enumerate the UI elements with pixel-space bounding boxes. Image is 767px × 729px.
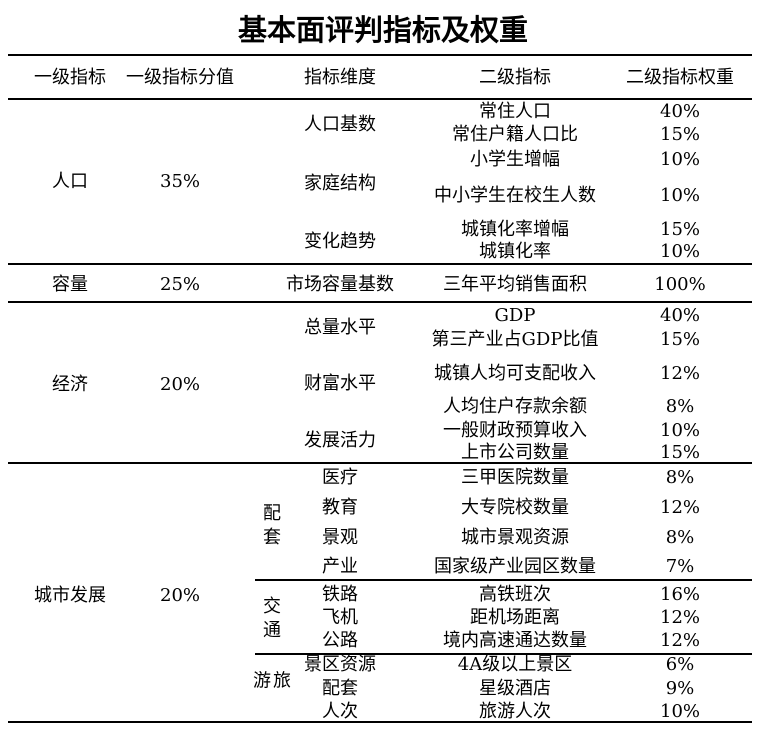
indicator-dimension: 总量水平 xyxy=(304,317,376,338)
secondary-weight: 12% xyxy=(659,497,701,518)
indicator-dimension: 飞机 xyxy=(322,607,358,628)
table-rule xyxy=(255,653,752,655)
primary-indicator: 容量 xyxy=(52,274,88,295)
indicator-dimension: 人次 xyxy=(322,701,358,722)
secondary-weight: 15% xyxy=(659,442,701,463)
secondary-indicator: 三甲医院数量 xyxy=(461,467,569,488)
secondary-weight: 15% xyxy=(659,124,701,145)
primary-score: 20% xyxy=(159,585,201,606)
secondary-weight: 8% xyxy=(665,527,695,548)
indicator-dimension: 产业 xyxy=(322,556,358,577)
secondary-weight: 10% xyxy=(659,701,701,722)
indicator-dimension: 财富水平 xyxy=(304,373,376,394)
indicator-dimension: 公路 xyxy=(322,630,358,651)
secondary-indicator: 城镇化率增幅 xyxy=(461,219,569,240)
column-header: 一级指标分值 xyxy=(126,67,234,88)
primary-score: 20% xyxy=(159,374,201,395)
table-rule xyxy=(8,54,752,56)
secondary-weight: 12% xyxy=(659,630,701,651)
secondary-indicator: 一般财政预算收入 xyxy=(443,420,587,441)
secondary-indicator: 常住人口 xyxy=(479,101,551,122)
table-rule xyxy=(8,462,752,464)
secondary-indicator: 境内高速通达数量 xyxy=(443,630,587,651)
secondary-weight: 40% xyxy=(659,101,701,122)
secondary-indicator: 距机场距离 xyxy=(470,607,560,628)
secondary-indicator: 三年平均销售面积 xyxy=(443,274,587,295)
indicator-dimension: 市场容量基数 xyxy=(286,274,394,295)
secondary-weight: 8% xyxy=(665,467,695,488)
table-rule xyxy=(255,579,752,581)
indicator-dimension: 景观 xyxy=(322,527,358,548)
secondary-weight: 9% xyxy=(665,678,695,699)
secondary-weight: 100% xyxy=(654,274,706,295)
indicator-dimension: 家庭结构 xyxy=(304,173,376,194)
indicator-dimension: 配套 xyxy=(322,678,358,699)
secondary-weight: 15% xyxy=(659,219,701,240)
secondary-indicator: 第三产业占GDP比值 xyxy=(431,329,599,350)
secondary-weight: 12% xyxy=(659,363,701,384)
secondary-indicator: 中小学生在校生人数 xyxy=(434,185,596,206)
group-label: 配套 xyxy=(260,503,281,551)
table-rule xyxy=(8,98,752,100)
secondary-indicator: 城镇人均可支配收入 xyxy=(434,363,596,384)
table-title: 基本面评判指标及权重 xyxy=(237,13,529,47)
indicator-dimension: 变化趋势 xyxy=(304,231,376,252)
secondary-weight: 15% xyxy=(659,329,701,350)
secondary-indicator: 大专院校数量 xyxy=(461,497,569,518)
indicator-dimension: 铁路 xyxy=(322,584,358,605)
secondary-weight: 12% xyxy=(659,607,701,628)
group-label: 交通 xyxy=(260,596,281,644)
secondary-indicator: GDP xyxy=(494,305,536,326)
secondary-indicator: 小学生增幅 xyxy=(470,149,560,170)
secondary-weight: 7% xyxy=(665,556,695,577)
column-header: 指标维度 xyxy=(304,67,376,88)
secondary-weight: 10% xyxy=(659,185,701,206)
table-rule xyxy=(8,721,752,723)
primary-indicator: 经济 xyxy=(52,374,88,395)
secondary-indicator: 常住户籍人口比 xyxy=(452,124,578,145)
secondary-indicator: 城市景观资源 xyxy=(461,527,569,548)
secondary-indicator: 城镇化率 xyxy=(479,241,551,262)
table-rule xyxy=(8,301,752,303)
secondary-weight: 6% xyxy=(665,654,695,675)
secondary-weight: 40% xyxy=(659,305,701,326)
primary-score: 25% xyxy=(159,274,201,295)
secondary-indicator: 星级酒店 xyxy=(479,678,551,699)
primary-score: 35% xyxy=(159,171,201,192)
secondary-indicator: 4A级以上景区 xyxy=(457,654,573,675)
secondary-weight: 8% xyxy=(665,396,695,417)
secondary-weight: 10% xyxy=(659,241,701,262)
primary-indicator: 城市发展 xyxy=(34,585,106,606)
secondary-weight: 10% xyxy=(659,149,701,170)
indicator-dimension: 医疗 xyxy=(322,467,358,488)
table-rule xyxy=(8,263,752,265)
group-label: 旅游 xyxy=(250,670,291,695)
indicator-dimension: 发展活力 xyxy=(304,430,376,451)
secondary-indicator: 旅游人次 xyxy=(479,701,551,722)
secondary-indicator: 高铁班次 xyxy=(479,584,551,605)
indicator-dimension: 人口基数 xyxy=(304,114,376,135)
secondary-indicator: 上市公司数量 xyxy=(461,442,569,463)
secondary-weight: 16% xyxy=(659,584,701,605)
column-header: 二级指标 xyxy=(479,67,551,88)
secondary-indicator: 人均住户存款余额 xyxy=(443,396,587,417)
indicator-dimension: 教育 xyxy=(322,497,358,518)
column-header: 一级指标 xyxy=(34,67,106,88)
secondary-indicator: 国家级产业园区数量 xyxy=(434,556,596,577)
indicator-dimension: 景区资源 xyxy=(304,654,376,675)
secondary-weight: 10% xyxy=(659,420,701,441)
primary-indicator: 人口 xyxy=(52,171,88,192)
column-header: 二级指标权重 xyxy=(626,67,734,88)
